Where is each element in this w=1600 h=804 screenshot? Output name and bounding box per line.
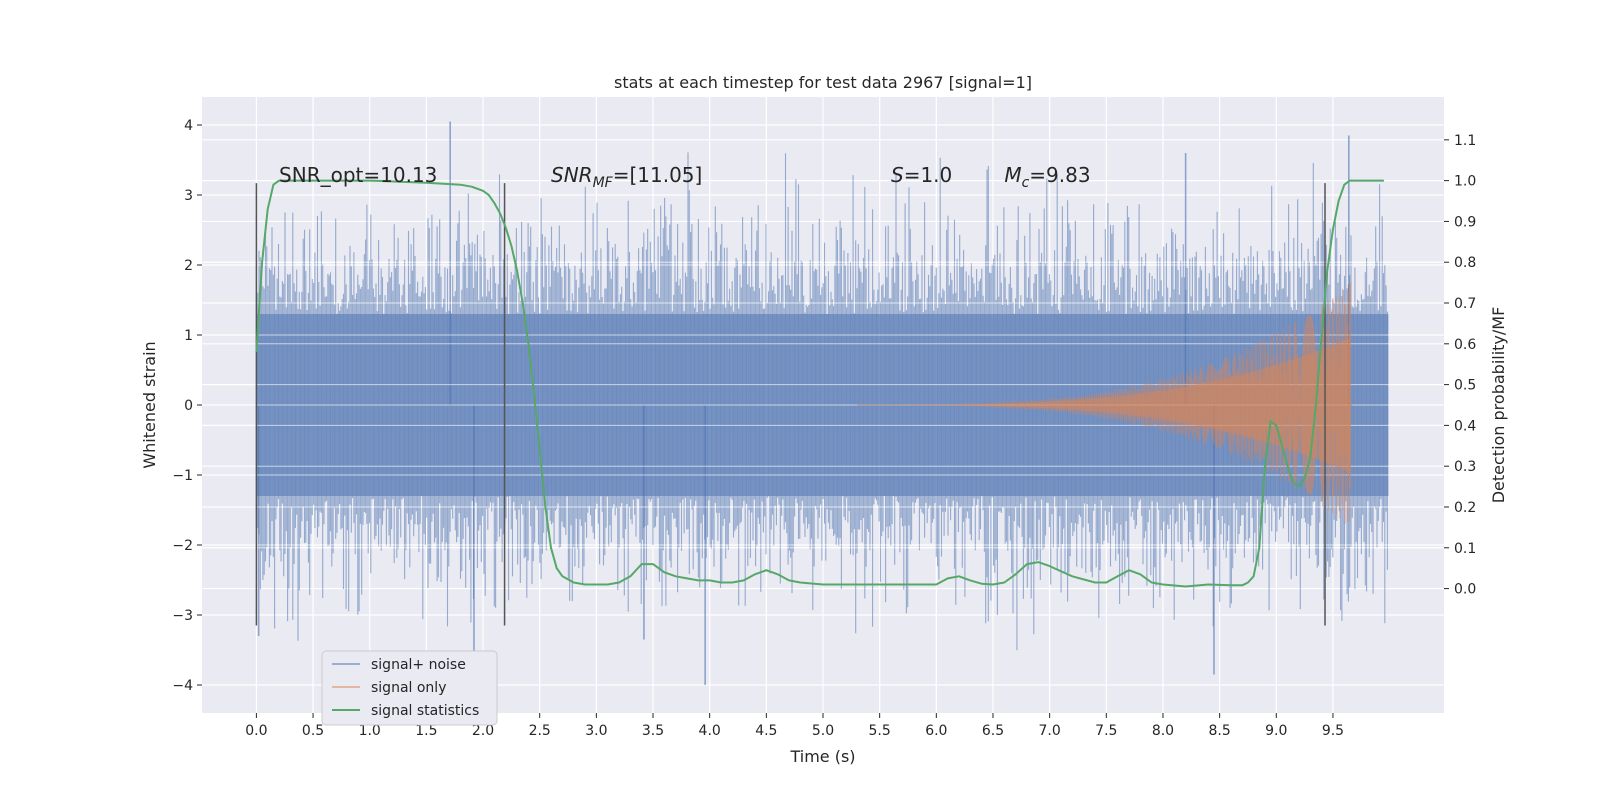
y-tick-label: −4 (172, 678, 193, 694)
x-tick-label: 5.5 (869, 723, 891, 739)
x-tick-label: 3.5 (642, 723, 664, 739)
legend: signal+ noise signal only signal statist… (321, 650, 498, 726)
x-tick-label: 0.0 (245, 723, 267, 739)
y-tick-label: 1 (184, 328, 193, 344)
y-right-tick-label: 1.0 (1454, 174, 1476, 190)
annotation-text: SNRMF=[11.05] (551, 163, 702, 191)
x-tick-label: 0.5 (302, 723, 324, 739)
x-tick-label: 7.5 (1095, 723, 1117, 739)
legend-label-noise: signal+ noise (371, 657, 466, 673)
axes: 0.0 0.5 1.0 1.5 2.0 2.5 3.0 3.5 4.0 4.5 5.0 5.5 6.0 6… (172, 118, 1476, 739)
y-tick-label: 2 (184, 258, 193, 274)
y-right-tick-label: 0.3 (1454, 459, 1476, 475)
x-tick-label: 8.0 (1152, 723, 1174, 739)
y-right-tick-label: 0.1 (1454, 541, 1476, 557)
chart-title: stats at each timestep for test data 296… (614, 73, 1032, 92)
annotation-text: SNR_opt=10.13 (279, 163, 437, 187)
x-tick-label: 6.0 (925, 723, 947, 739)
x-tick-label: 5.0 (812, 723, 834, 739)
y-right-tick-label: 1.1 (1454, 133, 1476, 149)
x-tick-label: 9.0 (1265, 723, 1287, 739)
y-tick-label: −2 (172, 538, 193, 554)
y-right-tick-label: 0.6 (1454, 337, 1476, 353)
x-tick-label: 2.5 (529, 723, 551, 739)
y-right-tick-label: 0.9 (1454, 214, 1476, 230)
x-tick-label: 8.5 (1208, 723, 1230, 739)
y-tick-label: 4 (184, 118, 193, 134)
x-tick-label: 4.0 (699, 723, 721, 739)
annotation-text: Mc=9.83 (1004, 163, 1090, 191)
legend-label-statistics: signal statistics (371, 703, 479, 719)
x-tick-label: 4.5 (755, 723, 777, 739)
y-right-tick-label: 0.8 (1454, 255, 1476, 271)
y-right-tick-label: 0.7 (1454, 296, 1476, 312)
series-layer (255, 121, 1389, 685)
vertical-markers (255, 183, 1326, 626)
y-tick-label: −3 (172, 608, 193, 624)
y-right-tick-label: 0.2 (1454, 500, 1476, 516)
x-tick-label: 1.0 (359, 723, 381, 739)
annotations: SNR_opt=10.13 SNRMF=[11.05] S=1.0 Mc=9.83 (279, 163, 1091, 191)
y-right-tick-label: 0.4 (1454, 418, 1476, 434)
x-tick-label: 6.5 (982, 723, 1004, 739)
y-right-tick-label: 0.5 (1454, 378, 1476, 394)
x-tick-label: 1.5 (415, 723, 437, 739)
legend-label-signal: signal only (371, 680, 446, 696)
y-tick-label: 3 (184, 188, 193, 204)
x-tick-label: 7.0 (1039, 723, 1061, 739)
y-tick-label: 0 (184, 398, 193, 414)
x-axis-title: Time (s) (789, 747, 855, 766)
x-tick-label: 9.5 (1322, 723, 1344, 739)
legend-box (321, 650, 498, 726)
statistics-line (255, 179, 1384, 588)
y-right-tick-label: 0.0 (1454, 582, 1476, 598)
x-tick-label: 2.0 (472, 723, 494, 739)
x-tick-label: 3.0 (585, 723, 607, 739)
y-right-axis-title: Detection probability/MF (1489, 307, 1508, 504)
y-axis-title: Whitened strain (140, 341, 159, 468)
y-tick-label: −1 (172, 468, 193, 484)
statistics-layer (255, 179, 1384, 588)
annotation-text: S=1.0 (891, 163, 952, 187)
